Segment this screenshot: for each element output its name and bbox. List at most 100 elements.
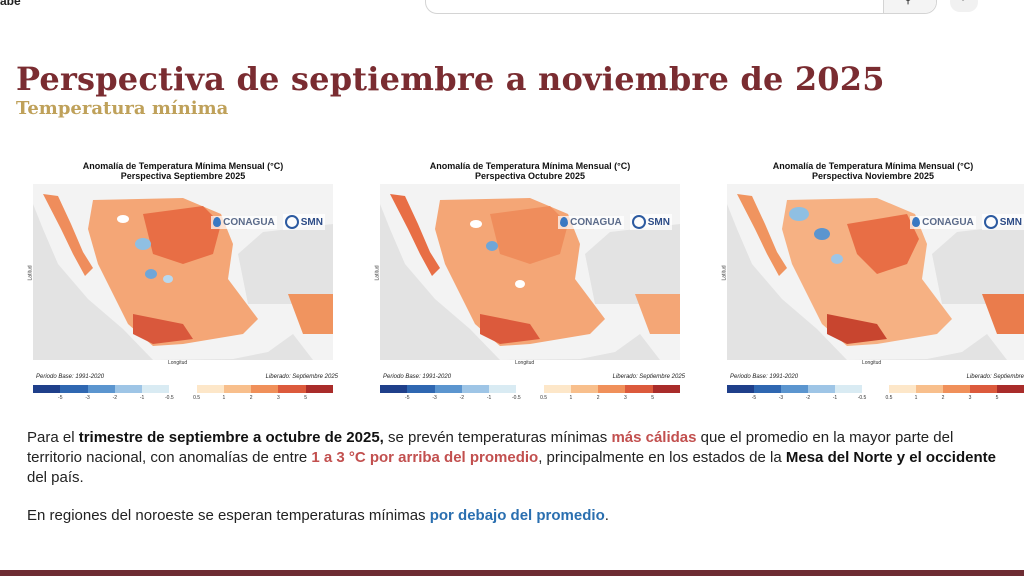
- colorbar-swatch: [223, 385, 252, 393]
- colorbar-tick-label: -0.5: [165, 395, 174, 401]
- colorbar-swatch: [625, 385, 653, 393]
- colorbar-swatch: [196, 385, 224, 393]
- colorbar-swatch: [114, 385, 143, 393]
- highlight-period: trimestre de septiembre a octubre de 202…: [78, 429, 384, 446]
- tick-spacer: [380, 395, 394, 401]
- colorbar-tick-label: 3: [968, 395, 972, 401]
- tick-spacer: [319, 395, 333, 401]
- colorbar-tick-label: -2: [459, 395, 465, 401]
- conagua-logo-icon: [912, 217, 921, 227]
- slide-title: Perspectiva de septiembre a noviembre de…: [16, 60, 885, 98]
- colorbar-swatch: [60, 385, 88, 393]
- colorbar-tick-label: 0.5: [885, 395, 893, 401]
- colorbar-ticks: -5 -3 -2 -1 -0.5 0.5 1 2 3 5: [727, 395, 1024, 401]
- base-period: Periodo Base: 1991-2020: [730, 374, 799, 380]
- conagua-logo-text: CONAGUA: [570, 216, 622, 228]
- colorbar-swatch: [916, 385, 943, 393]
- anomaly-map: CONAGUA SMN: [727, 184, 1024, 360]
- colorbar-swatch: [489, 385, 517, 393]
- base-period: Periodo Base: 1991-2020: [36, 374, 105, 380]
- y-axis-label: Latitud: [27, 265, 34, 281]
- colorbar-tick-label: 0.5: [540, 395, 548, 401]
- colorbar-tick-label: -0.5: [512, 395, 521, 401]
- colorbar-swatch: [142, 385, 170, 393]
- colorbar-tick-label: 2: [249, 395, 253, 401]
- colorbar-tick-label: -2: [112, 395, 118, 401]
- colorbar-swatch: [997, 385, 1024, 393]
- map-subtitle: Perspectiva Noviembre 2025: [811, 171, 935, 181]
- map-title: Anomalía de Temperatura Mínima Mensual (…: [429, 161, 631, 171]
- colorbar-swatch: [380, 385, 408, 393]
- colorbar-swatch: [889, 385, 916, 393]
- conagua-logo-icon: [213, 217, 222, 227]
- colorbar-tick-label: -5: [58, 395, 63, 401]
- colorbar-swatch: [727, 385, 754, 393]
- colorbar-tick-label: -1: [832, 395, 838, 401]
- colorbar-tick-label: -0.5: [857, 395, 867, 401]
- colorbar-swatch: [808, 385, 835, 393]
- x-axis-label: Longitud: [515, 360, 535, 366]
- colorbar-tick-label: -1: [139, 395, 145, 401]
- tick-spacer: [1011, 395, 1024, 401]
- colorbar-tick-label: -2: [805, 395, 811, 401]
- colorbar-tick-label: 3: [277, 395, 280, 401]
- colorbar-swatch: [781, 385, 808, 393]
- anomaly-map: CONAGUA SMN: [33, 184, 333, 360]
- colorbar: [33, 385, 333, 393]
- search-icon: ⚲: [904, 0, 913, 6]
- colorbar-tick-label: 1: [222, 395, 226, 401]
- smn-logo-text: SMN: [300, 216, 323, 228]
- release-date: Liberado: Septiembre: [966, 374, 1024, 380]
- x-axis-label: Longitud: [168, 360, 188, 366]
- colorbar-swatch: [598, 385, 626, 393]
- map-panel-october: Anomalía de Temperatura Mínima Mensual (…: [375, 158, 685, 401]
- colorbar-tick-label: -5: [751, 395, 757, 401]
- colorbar-tick-label: 5: [304, 395, 308, 401]
- search-bar[interactable]: ⚲: [425, 0, 937, 14]
- release-date: Liberado: Septiembre 2025: [265, 374, 338, 380]
- colorbar-swatch: [835, 385, 862, 393]
- colorbar-swatch: [943, 385, 970, 393]
- footer-bar: [0, 570, 1024, 576]
- base-period: Periodo Base: 1991-2020: [383, 374, 452, 380]
- colorbar-tick-label: 2: [596, 395, 600, 401]
- colorbar-swatch: [652, 385, 680, 393]
- smn-logo-icon: [631, 215, 646, 229]
- smn-logo-text: SMN: [647, 216, 670, 228]
- search-button[interactable]: ⚲: [883, 0, 936, 13]
- mic-icon: ●: [960, 0, 966, 4]
- y-axis-label: Latitud: [721, 265, 728, 281]
- conagua-logo-icon: [560, 217, 569, 227]
- map-panel-september: Anomalía de Temperatura Mínima Mensual (…: [27, 158, 338, 401]
- conagua-logo-text: CONAGUA: [223, 216, 275, 228]
- colorbar-swatch: [461, 385, 490, 393]
- release-date: Liberado: Septiembre 2025: [612, 374, 685, 380]
- colorbar: [727, 385, 1024, 393]
- colorbar-tick-label: 3: [624, 395, 627, 401]
- tick-spacer: [666, 395, 680, 401]
- colorbar-tick-label: 1: [569, 395, 573, 401]
- colorbar-tick-label: 5: [651, 395, 655, 401]
- conagua-logo-text: CONAGUA: [922, 216, 974, 228]
- colorbar: [380, 385, 680, 393]
- tick-spacer: [727, 395, 741, 401]
- colorbar-swatch: [543, 385, 571, 393]
- colorbar-tick-label: 0.5: [193, 395, 201, 401]
- smn-logo-text: SMN: [999, 216, 1022, 228]
- colorbar-tick-label: -1: [486, 395, 492, 401]
- colorbar-swatch: [970, 385, 997, 393]
- colorbar-swatch: [516, 385, 544, 393]
- map-subtitle: Perspectiva Octubre 2025: [474, 171, 586, 181]
- highlight-warmer: más cálidas: [611, 429, 697, 446]
- map-panel-november: Anomalía de Temperatura Mínima Mensual (…: [721, 158, 1024, 401]
- paragraph-main: Para el trimestre de septiembre a octubr…: [27, 429, 996, 486]
- colorbar-tick-label: 2: [941, 395, 945, 401]
- mic-button[interactable]: ●: [950, 0, 978, 12]
- map-title: Anomalía de Temperatura Mínima Mensual (…: [772, 161, 974, 171]
- browser-topbar: abe ⚲ ●: [0, 0, 1024, 14]
- colorbar-swatch: [87, 385, 115, 393]
- colorbar-swatch: [407, 385, 435, 393]
- agency-logos: CONAGUA SMN: [910, 214, 1024, 230]
- colorbar-swatch: [305, 385, 333, 393]
- mexico-map-svg: [33, 184, 333, 360]
